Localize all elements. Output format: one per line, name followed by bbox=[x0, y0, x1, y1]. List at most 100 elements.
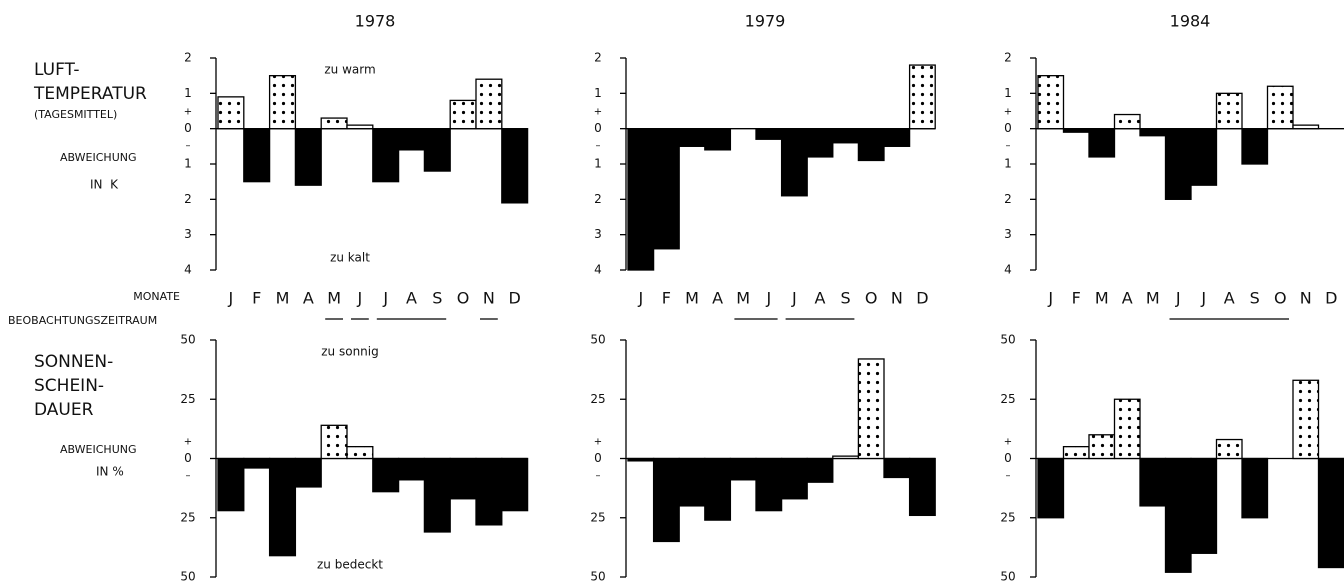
bar bbox=[883, 128, 911, 147]
bar bbox=[372, 457, 400, 493]
x-tick-label: O bbox=[1274, 289, 1287, 308]
bar bbox=[780, 128, 808, 197]
y-tick-label: 25 bbox=[1000, 510, 1015, 524]
y-tick-label: 3 bbox=[184, 227, 192, 241]
annotation: zu bedeckt bbox=[317, 558, 383, 572]
bar bbox=[908, 64, 936, 130]
bar bbox=[857, 358, 885, 460]
sign-label: – bbox=[596, 471, 601, 482]
bar bbox=[755, 128, 783, 140]
bar bbox=[678, 457, 706, 507]
unit-label: IN K bbox=[90, 178, 119, 192]
bar bbox=[832, 455, 860, 460]
bar bbox=[268, 75, 297, 130]
bar bbox=[1139, 457, 1167, 507]
x-tick-label: D bbox=[916, 289, 928, 308]
bar bbox=[1113, 113, 1141, 130]
chart-title: 1984 bbox=[1170, 12, 1211, 31]
row-label: (TAGESMITTEL) bbox=[34, 108, 117, 121]
bar bbox=[806, 128, 834, 158]
annotation: zu sonnig bbox=[321, 345, 378, 359]
bar bbox=[243, 457, 271, 469]
bar bbox=[1241, 457, 1269, 519]
x-tick-label: F bbox=[1072, 289, 1081, 308]
y-tick-label: 50 bbox=[180, 333, 195, 347]
bar bbox=[1215, 92, 1243, 130]
x-tick-label: N bbox=[891, 289, 903, 308]
bar bbox=[397, 128, 426, 151]
bar bbox=[857, 128, 885, 162]
unit-label: ABWEICHUNG bbox=[60, 443, 137, 456]
bar bbox=[806, 457, 834, 483]
x-tick-label: M bbox=[276, 289, 290, 308]
y-tick-label: 0 bbox=[1004, 451, 1012, 465]
sign-label: – bbox=[186, 471, 191, 482]
bar bbox=[475, 78, 503, 130]
x-tick-label: A bbox=[303, 289, 314, 308]
bar bbox=[294, 457, 322, 488]
bar bbox=[372, 128, 400, 183]
x-tick-label: J bbox=[1047, 289, 1053, 308]
row-label: TEMPERATUR bbox=[33, 84, 147, 104]
x-tick-label: A bbox=[712, 289, 723, 308]
sign-label: + bbox=[184, 107, 192, 118]
x-tick-label: J bbox=[357, 289, 363, 308]
bar bbox=[423, 457, 451, 533]
row-label: LUFT- bbox=[34, 60, 80, 80]
bar bbox=[1317, 457, 1344, 569]
x-tick-label: M bbox=[1146, 289, 1160, 308]
bar bbox=[1190, 457, 1218, 554]
bar bbox=[1292, 379, 1320, 460]
bar bbox=[832, 128, 860, 144]
sign-label: + bbox=[594, 107, 602, 118]
x-tick-label: J bbox=[1175, 289, 1181, 308]
bar bbox=[627, 457, 655, 462]
y-tick-label: 1 bbox=[184, 86, 192, 100]
y-tick-label: 2 bbox=[594, 192, 602, 206]
row-label: DAUER bbox=[34, 400, 94, 420]
x-tick-label: J bbox=[1200, 289, 1206, 308]
annotation: zu warm bbox=[324, 63, 375, 77]
x-tick-label: A bbox=[1224, 289, 1235, 308]
x-tick-label: A bbox=[815, 289, 826, 308]
sign-label: + bbox=[1004, 437, 1012, 448]
bar bbox=[704, 128, 732, 151]
x-tick-label: S bbox=[1250, 289, 1260, 308]
bar bbox=[704, 457, 732, 521]
x-tick-label: N bbox=[483, 289, 495, 308]
bar bbox=[449, 99, 477, 130]
x-tick-label: J bbox=[637, 289, 643, 308]
y-tick-label: 2 bbox=[1004, 192, 1012, 206]
y-tick-label: 1 bbox=[594, 157, 602, 171]
bar bbox=[1164, 457, 1192, 573]
y-tick-label: 4 bbox=[594, 263, 602, 277]
sign-label: – bbox=[596, 141, 601, 152]
bar bbox=[1292, 124, 1320, 130]
bar bbox=[320, 424, 348, 460]
y-tick-label: 25 bbox=[590, 392, 605, 406]
bar bbox=[1037, 457, 1065, 519]
y-tick-label: 25 bbox=[1000, 392, 1015, 406]
bar bbox=[1062, 445, 1090, 460]
y-tick-label: 0 bbox=[594, 121, 602, 135]
bar bbox=[1062, 128, 1090, 133]
bar bbox=[908, 457, 936, 517]
months-label: MONATE bbox=[133, 290, 180, 303]
bar bbox=[217, 457, 245, 512]
x-tick-label: M bbox=[685, 289, 699, 308]
chart-title: 1978 bbox=[355, 12, 396, 31]
y-tick-label: 50 bbox=[180, 570, 195, 584]
x-tick-label: J bbox=[382, 289, 388, 308]
y-tick-label: 2 bbox=[1004, 51, 1012, 65]
x-tick-label: A bbox=[406, 289, 417, 308]
y-tick-label: 50 bbox=[590, 333, 605, 347]
bar bbox=[755, 457, 783, 512]
x-tick-label: O bbox=[457, 289, 470, 308]
bar bbox=[652, 128, 680, 250]
bar bbox=[1088, 128, 1116, 158]
y-tick-label: 2 bbox=[184, 192, 192, 206]
x-tick-label: N bbox=[1300, 289, 1312, 308]
bar bbox=[243, 128, 271, 183]
annotation: zu kalt bbox=[330, 251, 370, 265]
unit-label: IN % bbox=[96, 465, 124, 479]
